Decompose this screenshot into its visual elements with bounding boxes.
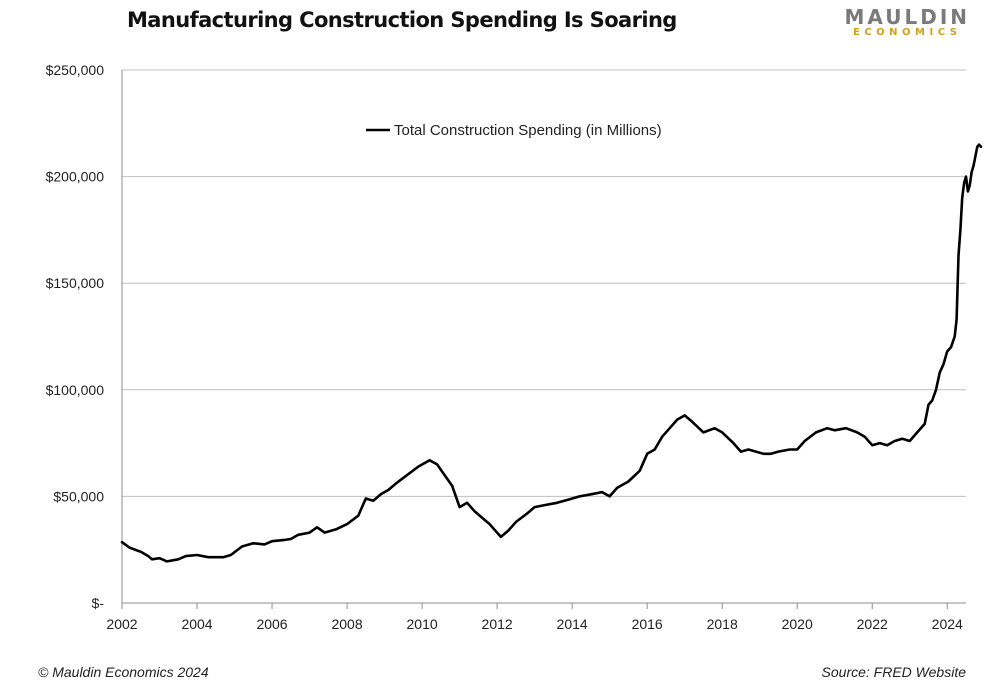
x-tick-label: 2014 bbox=[557, 616, 588, 632]
y-tick-label: $- bbox=[92, 595, 105, 611]
x-tick-label: 2004 bbox=[181, 616, 212, 632]
logo-wordmark-top: MAULDIN bbox=[844, 5, 970, 29]
x-tick-label: 2006 bbox=[256, 616, 287, 632]
y-tick-label: $150,000 bbox=[46, 275, 105, 291]
legend: Total Construction Spending (in Millions… bbox=[366, 122, 662, 139]
logo-wordmark-bottom: ECONOMICS bbox=[853, 27, 962, 38]
x-tick-label: 2012 bbox=[482, 616, 513, 632]
x-tick-label: 2020 bbox=[782, 616, 813, 632]
gridlines bbox=[122, 69, 966, 497]
y-tick-label: $50,000 bbox=[53, 488, 104, 504]
x-tick-label: 2024 bbox=[932, 616, 963, 632]
y-tick-labels: $- $50,000 $100,000 $150,000 $200,000 $250,00… bbox=[46, 62, 105, 611]
chart-title: Manufacturing Construction Spending Is S… bbox=[127, 8, 677, 32]
x-tick-label: 2008 bbox=[331, 616, 362, 632]
mauldin-logo: MAULDIN ECONOMICS bbox=[844, 6, 970, 38]
x-tick-label: 2018 bbox=[707, 616, 738, 632]
x-tick-label: 2016 bbox=[632, 616, 663, 632]
x-tick-label: 2010 bbox=[407, 616, 438, 632]
x-tick-labels: 2002 2004 2006 2008 2010 2012 2014 2016 2018 2020… bbox=[106, 616, 963, 632]
copyright-note: © Mauldin Economics 2024 bbox=[38, 664, 209, 680]
y-tick-label: $250,000 bbox=[46, 62, 105, 78]
x-tick-label: 2022 bbox=[857, 616, 888, 632]
x-tick-label: 2002 bbox=[106, 616, 137, 632]
legend-label: Total Construction Spending (in Millions… bbox=[394, 122, 662, 139]
series-line bbox=[120, 143, 983, 563]
y-tick-label: $100,000 bbox=[46, 382, 105, 398]
axes bbox=[121, 70, 966, 609]
series-layer bbox=[120, 143, 983, 563]
source-note: Source: FRED Website bbox=[821, 664, 966, 680]
y-tick-label: $200,000 bbox=[46, 169, 105, 185]
